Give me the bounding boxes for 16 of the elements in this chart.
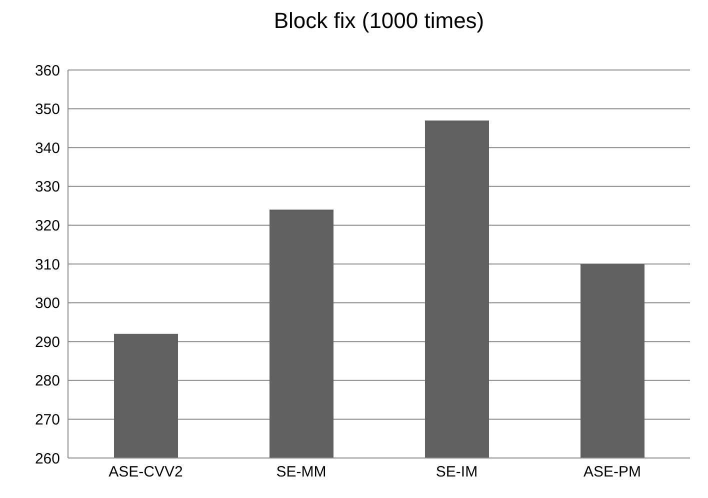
y-tick-label: 360: [34, 62, 60, 80]
y-tick-label: 270: [34, 412, 60, 429]
x-tick-label: SE-IM: [436, 464, 478, 481]
chart-title: Block fix (1000 times): [272, 8, 486, 34]
x-tick-label: ASE-CVV2: [108, 464, 183, 481]
y-tick-label: 260: [34, 450, 60, 468]
y-tick-label: 330: [34, 178, 60, 196]
x-tick-label: ASE-PM: [583, 464, 642, 481]
x-tick-label: SE-MM: [276, 464, 326, 481]
y-tick-label: 300: [34, 295, 60, 312]
y-tick-label: 310: [34, 256, 60, 274]
y-tick-label: 280: [34, 372, 60, 390]
y-tick-label: 320: [34, 218, 60, 235]
y-tick-label: 290: [34, 334, 60, 351]
y-tick-label: 350: [34, 101, 60, 118]
y-tick-label: 340: [34, 140, 60, 157]
